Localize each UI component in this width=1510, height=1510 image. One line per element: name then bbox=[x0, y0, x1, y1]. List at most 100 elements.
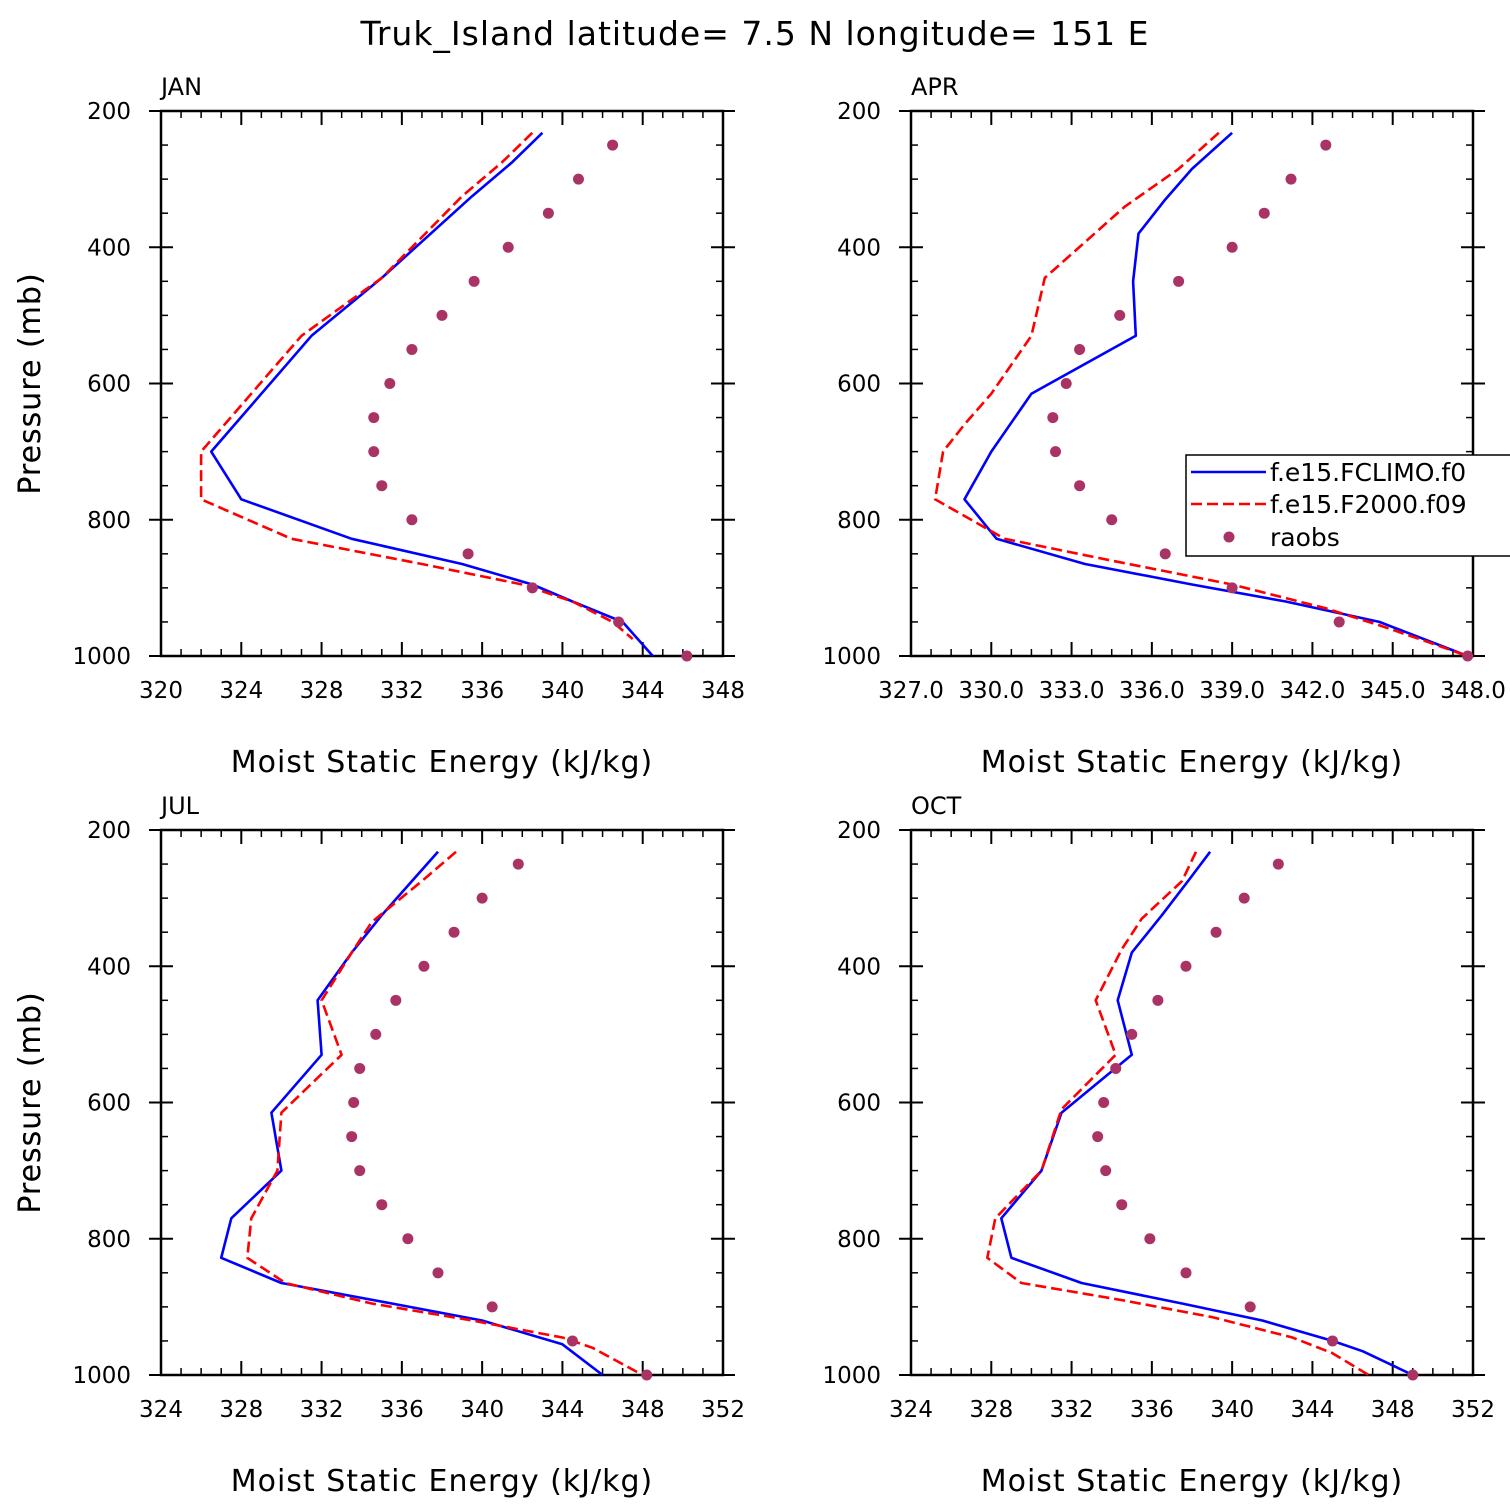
raobs-point bbox=[1159, 548, 1171, 560]
raobs-point bbox=[402, 1233, 414, 1245]
raobs-point bbox=[1320, 139, 1332, 151]
x-tick-label: 348 bbox=[1371, 1397, 1415, 1423]
raobs-point bbox=[406, 343, 418, 355]
y-tick-label: 200 bbox=[87, 99, 131, 125]
raobs-point bbox=[346, 1131, 358, 1143]
y-tick-label: 1000 bbox=[72, 644, 131, 670]
raobs-point bbox=[1272, 858, 1284, 870]
raobs-point bbox=[681, 650, 693, 662]
x-tick-label: 348 bbox=[701, 678, 745, 704]
raobs-point bbox=[572, 173, 584, 185]
raobs-point bbox=[370, 1028, 382, 1040]
y-tick-label: 400 bbox=[87, 235, 131, 261]
raobs-point bbox=[448, 926, 460, 938]
legend-label: raobs bbox=[1270, 523, 1340, 552]
raobs-point bbox=[476, 892, 488, 904]
x-tick-label: 339.0 bbox=[1199, 678, 1265, 704]
raobs-point bbox=[1126, 1028, 1138, 1040]
y-tick-label: 600 bbox=[87, 372, 131, 398]
x-tick-label: 324 bbox=[139, 1397, 183, 1423]
series-raobs bbox=[346, 858, 653, 1381]
series-raobs bbox=[368, 139, 693, 662]
series-f2000 bbox=[933, 131, 1469, 658]
x-axis-title: Moist Static Energy (kJ/kg) bbox=[981, 745, 1404, 780]
series-f2000 bbox=[985, 851, 1370, 1377]
x-axis-title: Moist Static Energy (kJ/kg) bbox=[231, 745, 654, 780]
panels: JAN 320 324 328 332 336 340 344 348 200 400 600 800 1… bbox=[13, 73, 1510, 1499]
raobs-point bbox=[384, 378, 396, 389]
x-tick-label: 348 bbox=[621, 1397, 665, 1423]
raobs-point bbox=[432, 1267, 444, 1279]
raobs-point bbox=[1173, 275, 1185, 287]
raobs-point bbox=[1060, 378, 1072, 389]
raobs-point bbox=[354, 1062, 366, 1074]
raobs-point bbox=[1114, 309, 1126, 321]
raobs-point bbox=[542, 207, 554, 219]
plot-frame bbox=[159, 828, 725, 1377]
raobs-point bbox=[1152, 994, 1164, 1006]
y-tick-label: 1000 bbox=[822, 1363, 881, 1389]
raobs-point bbox=[368, 412, 380, 424]
y-tick-label: 600 bbox=[837, 372, 881, 398]
x-tick-label: 342.0 bbox=[1279, 678, 1345, 704]
y-tick-label: 800 bbox=[837, 1227, 881, 1253]
panel-title: JUL bbox=[159, 792, 200, 820]
raobs-point bbox=[468, 275, 480, 287]
raobs-point bbox=[641, 1369, 653, 1381]
raobs-point bbox=[1047, 412, 1059, 424]
y-tick-label: 400 bbox=[837, 235, 881, 261]
panel-title: JAN bbox=[159, 73, 202, 101]
plot-frame bbox=[909, 828, 1475, 1377]
raobs-point bbox=[1327, 1335, 1338, 1347]
y-axis-title: Pressure (mb) bbox=[13, 991, 48, 1213]
y-tick-label: 200 bbox=[837, 818, 881, 844]
x-tick-label: 336 bbox=[1130, 1397, 1174, 1423]
series-f2000 bbox=[199, 131, 634, 640]
series-raobs bbox=[1047, 139, 1474, 662]
y-tick-label: 600 bbox=[837, 1091, 881, 1117]
panel-title: APR bbox=[911, 73, 959, 101]
y-axis-title: Pressure (mb) bbox=[13, 991, 48, 1213]
x-tick-label: 344 bbox=[621, 678, 665, 704]
raobs-point bbox=[486, 1301, 498, 1313]
raobs-point bbox=[1285, 173, 1297, 185]
y-tick-label: 800 bbox=[87, 508, 131, 534]
x-tick-label: 340 bbox=[460, 1397, 504, 1423]
raobs-point bbox=[436, 309, 448, 321]
panel-jan: JAN 320 324 328 332 336 340 344 348 200 400 600 800 1… bbox=[13, 73, 745, 780]
raobs-point bbox=[1333, 616, 1345, 628]
x-tick-label: 340 bbox=[1210, 1397, 1254, 1423]
x-tick-label: 336 bbox=[460, 678, 504, 704]
legend-label: f.e15.F2000.f09 bbox=[1270, 490, 1467, 519]
fclimo-line bbox=[999, 851, 1414, 1377]
raobs-point bbox=[462, 548, 474, 560]
legend-dot bbox=[1223, 531, 1235, 543]
fclimo-line bbox=[963, 131, 1469, 658]
x-tick-label: 340 bbox=[540, 678, 584, 704]
raobs-point bbox=[1050, 446, 1062, 458]
panel-title: OCT bbox=[911, 792, 962, 820]
f2000-line bbox=[246, 850, 644, 1377]
f2000-line bbox=[933, 131, 1469, 658]
y-axis-title: Pressure (mb) bbox=[13, 272, 48, 494]
y-tick-label: 200 bbox=[837, 99, 881, 125]
x-tick-label: 332 bbox=[1050, 1397, 1094, 1423]
plot-frame bbox=[909, 109, 1475, 658]
raobs-point bbox=[1407, 1369, 1419, 1381]
raobs-point bbox=[418, 960, 430, 972]
raobs-point bbox=[512, 858, 524, 870]
x-tick-label: 344 bbox=[1290, 1397, 1334, 1423]
raobs-point bbox=[1110, 1062, 1122, 1074]
raobs-point bbox=[376, 480, 388, 492]
y-tick-label: 1000 bbox=[822, 644, 881, 670]
raobs-point bbox=[1180, 1267, 1192, 1279]
x-axis-title: Moist Static Energy (kJ/kg) bbox=[981, 1464, 1404, 1499]
y-tick-label: 800 bbox=[837, 508, 881, 534]
x-tick-label: 324 bbox=[889, 1397, 933, 1423]
raobs-point bbox=[613, 616, 625, 628]
x-tick-label: 336.0 bbox=[1119, 678, 1185, 704]
x-tick-label: 327.0 bbox=[878, 678, 944, 704]
panel-apr: APR 327.0 330.0 333.0 336.0 339.0 342.0 345.0 34… bbox=[13, 73, 1510, 780]
f2000-line bbox=[199, 131, 634, 640]
y-tick-label: 1000 bbox=[72, 1363, 131, 1389]
